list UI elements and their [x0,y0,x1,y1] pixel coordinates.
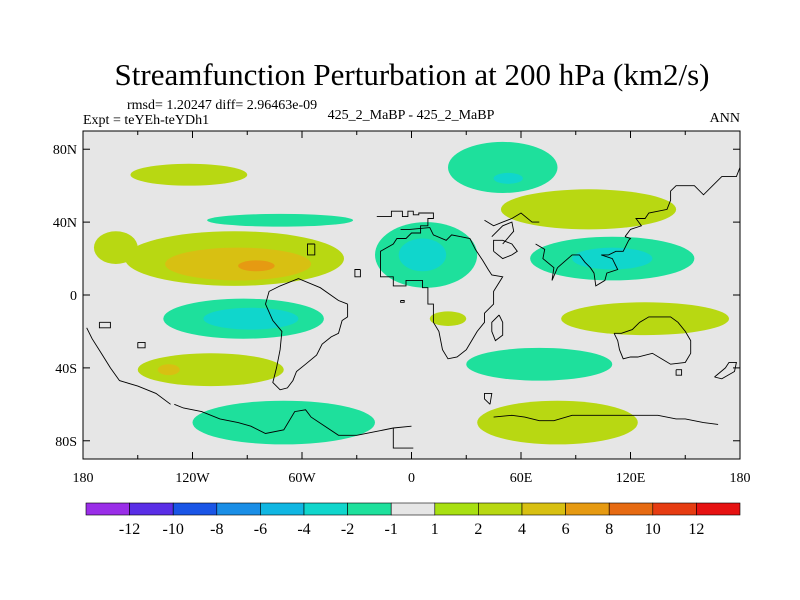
coastline-20 [675,369,683,376]
coastline-3 [354,269,361,278]
season-label: ANN [710,111,740,126]
colorbar-label: -12 [119,521,140,538]
x-tick-label: 180 [730,471,751,486]
colorbar-box [652,502,697,516]
contour-region-pos-eurasia-45n [500,189,677,230]
y-tick-label: 80N [53,143,77,158]
y-tick-label: 40S [55,362,77,377]
colorbar-label: -2 [341,521,354,538]
x-tick-label: 180 [73,471,94,486]
contour-region-neg-indian-40s [466,347,613,381]
y-tick-label: 40N [53,216,77,231]
contour-region-pos-spacific-40s [137,353,284,387]
colorbar-box [696,502,741,516]
contour-region-pos-pacific-20n-inner [165,247,312,281]
x-tick-label: 60E [510,471,533,486]
colorbar-label: 4 [518,521,526,538]
coastline-0 [376,210,504,360]
colorbar-label: 2 [474,521,482,538]
coastline-8 [174,403,412,436]
colorbar-box [478,502,523,516]
coastline-1 [400,227,461,241]
colorbar-label: -1 [385,521,398,538]
colorbar-label: 6 [562,521,570,538]
coastline-18 [601,236,632,256]
coastline-16 [557,254,619,287]
x-tick-label: 60W [288,471,316,486]
contour-region-neg-pacific-eq-core [203,307,299,330]
contour-region-pos-southern-70s [477,400,638,445]
coastline-5 [98,321,111,329]
contour-region-pos-pacific-20n-west [93,231,138,265]
coastline-10 [491,314,504,342]
contour-region-neg-north-atl-40n [207,213,354,227]
contour-region-pos-spacific-40s-core [157,364,180,376]
coastline-15 [535,243,558,281]
coastline-9 [493,414,719,425]
contour-region-neg-arctic-70n [448,141,558,193]
colorbar-box [390,502,436,516]
colorbar: -12 -10 -8 -6 -4 -2 -1 1 2 4 6 8 10 12 [85,502,741,538]
colorbar-label: -10 [163,521,184,538]
stats-label: rmsd= 1.20247 diff= 2.96463e-09 [127,98,317,113]
coastline-14 [484,212,540,227]
contour-region-neg-arctic-70n-core [493,172,523,184]
colorbar-box [260,502,305,516]
coastline-4 [265,278,349,391]
coastline-6 [137,341,146,349]
colorbar-box [434,502,479,516]
colorbar-box [608,502,654,516]
chart-title: Streamfunction Perturbation at 200 hPa (… [115,57,710,92]
colorbar-label: -6 [254,521,267,538]
coastline-12 [493,239,518,260]
colorbar-label: -4 [297,521,310,538]
colorbar-box [216,502,261,516]
coastline-23 [392,428,414,449]
colorbar-box [303,502,348,516]
contour-region-pos-pacific-20n-core [238,260,275,272]
contour-region-neg-europe-20n-core [398,238,447,272]
y-tick-label: 80S [55,435,77,450]
colorbar-box [129,502,174,516]
case-label: 425_2_MaBP - 425_2_MaBP [328,108,495,123]
coastline-13 [491,221,515,245]
colorbar-box [521,502,566,516]
coastline-19 [613,316,692,365]
contour-region-pos-atlantic-15s [429,311,467,326]
coastlines [86,167,740,449]
coastline-22 [400,300,405,303]
experiment-label: Expt = teYEh-teYDh1 [83,113,209,128]
colorbar-label: -8 [210,521,223,538]
colorbar-label: 8 [605,521,613,538]
colorbar-box [172,502,218,516]
colorbar-label: 10 [645,521,661,538]
plot-background [83,131,740,459]
colorbar-box [347,502,392,516]
colorbar-box [85,502,130,516]
contour-region-neg-southern-70s [192,400,375,445]
colorbar-label: 12 [688,521,704,538]
coastline-2 [307,243,316,256]
axes: 180 120W 60W 0 60E 120E 180 80N 40N 0 40S 80S [53,131,751,486]
colorbar-label: 1 [431,521,439,538]
x-tick-label: 120E [616,471,646,486]
coastline-7 [86,327,171,405]
coastline-21 [714,361,737,380]
coastline-11 [484,392,493,405]
x-tick-label: 0 [408,471,415,486]
x-tick-label: 120W [175,471,210,486]
contour-region-pos-pacific-north [130,163,248,186]
colorbar-box [565,502,610,516]
y-tick-label: 0 [70,289,77,304]
coastline-17 [624,167,740,237]
